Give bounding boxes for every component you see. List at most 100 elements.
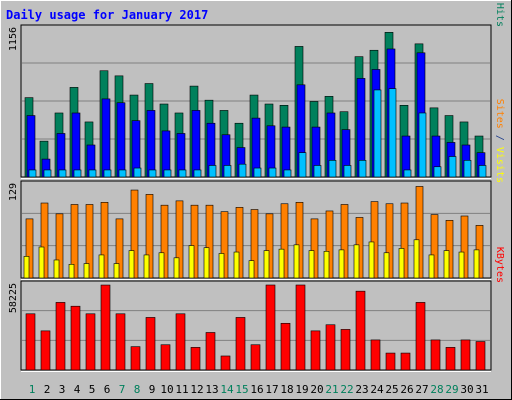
- bar-pages-day-10: [163, 169, 172, 178]
- bar-kbytes-day-29: [445, 347, 456, 371]
- series-kbytes: [25, 284, 486, 371]
- x-tick-label: 5: [89, 383, 96, 396]
- bar-sites-day-4: [68, 264, 75, 279]
- bar-kbytes-day-1: [25, 313, 36, 371]
- bar-sites-day-21: [323, 251, 330, 279]
- bar-kbytes-day-12: [190, 347, 201, 371]
- bar-visits-day-10: [160, 204, 169, 279]
- x-tick-label: 28: [430, 383, 443, 396]
- x-tick-label: 21: [325, 383, 338, 396]
- x-tick-label: 1: [29, 383, 36, 396]
- bar-visits-day-24: [370, 201, 379, 279]
- x-tick-label: 9: [149, 383, 156, 396]
- bar-visits-day-27: [415, 186, 424, 279]
- panel-kbytes: 58225 KBytes: [8, 247, 505, 372]
- bar-sites-day-12: [188, 245, 195, 279]
- bar-pages-day-25: [388, 88, 397, 178]
- bar-kbytes-day-6: [100, 284, 111, 371]
- bar-visits-day-25: [385, 203, 394, 279]
- bar-visits-day-1: [25, 218, 34, 279]
- bar-pages-day-20: [313, 165, 322, 178]
- bar-kbytes-day-30: [460, 339, 471, 371]
- bar-pages-day-15: [238, 163, 247, 178]
- chart-title: Daily usage for January 2017: [6, 8, 208, 22]
- x-tick-label: 14: [220, 383, 234, 396]
- bar-files-day-1: [26, 115, 36, 178]
- panel-kbytes-ymax-label: 58225: [8, 283, 19, 313]
- bar-kbytes-day-31: [475, 341, 486, 371]
- bar-sites-day-2: [38, 246, 45, 279]
- bar-sites-day-22: [338, 249, 345, 279]
- bar-sites-day-6: [98, 254, 105, 279]
- bar-pages-day-6: [103, 169, 112, 178]
- bar-kbytes-day-20: [310, 330, 321, 371]
- bar-pages-day-23: [358, 160, 367, 178]
- x-tick-label: 23: [355, 383, 368, 396]
- bar-sites-day-20: [308, 250, 315, 279]
- x-tick-label: 2: [44, 383, 51, 396]
- bar-visits-day-4: [70, 204, 79, 279]
- bar-sites-day-1: [23, 256, 30, 279]
- bar-kbytes-day-13: [205, 332, 216, 371]
- bar-sites-day-24: [368, 241, 375, 279]
- bar-visits-day-14: [220, 211, 229, 279]
- bar-kbytes-day-23: [355, 290, 366, 371]
- bar-visits-day-20: [310, 218, 319, 279]
- chart-panels: 1156 Pages / Files / Hits 129 Sites / Visit…: [8, 0, 505, 372]
- bar-visits-day-15: [235, 207, 244, 279]
- x-tick-label: 7: [119, 383, 126, 396]
- x-tick-label: 22: [340, 383, 353, 396]
- bar-kbytes-day-21: [325, 324, 336, 371]
- x-tick-label: 12: [190, 383, 203, 396]
- x-tick-label: 10: [160, 383, 173, 396]
- panel-visits-axis-label: Sites / Visits: [494, 99, 505, 183]
- bar-pages-day-2: [43, 169, 52, 178]
- bar-pages-day-27: [418, 112, 427, 178]
- bar-files-day-7: [116, 102, 126, 178]
- bar-pages-day-11: [178, 169, 187, 178]
- x-tick-label: 31: [475, 383, 488, 396]
- bar-files-day-4: [71, 112, 81, 178]
- x-tick-label: 29: [445, 383, 458, 396]
- bar-pages-day-31: [478, 165, 487, 178]
- x-tick-label: 18: [280, 383, 293, 396]
- bar-visits-day-28: [430, 214, 439, 279]
- x-tick-label: 8: [134, 383, 141, 396]
- bar-visits-day-11: [175, 200, 184, 279]
- bar-visits-day-26: [400, 202, 409, 279]
- bar-pages-day-17: [268, 167, 277, 178]
- bar-kbytes-day-9: [145, 317, 156, 371]
- bar-sites-day-9: [143, 254, 150, 279]
- bar-visits-day-5: [85, 204, 94, 279]
- series-sites: [23, 239, 480, 279]
- bar-sites-day-29: [443, 250, 450, 279]
- bar-visits-day-29: [445, 220, 454, 279]
- panel-hits: 1156 Pages / Files / Hits: [8, 0, 505, 179]
- bar-kbytes-day-26: [400, 352, 411, 371]
- bar-kbytes-day-2: [40, 330, 51, 371]
- x-tick-label: 27: [415, 383, 428, 396]
- bar-kbytes-day-25: [385, 352, 396, 371]
- bar-kbytes-day-5: [85, 313, 96, 371]
- x-tick-label: 30: [460, 383, 473, 396]
- bar-kbytes-day-24: [370, 339, 381, 371]
- x-tick-label: 11: [175, 383, 188, 396]
- bar-visits-day-17: [265, 213, 274, 279]
- bar-kbytes-day-17: [265, 284, 276, 371]
- bar-sites-day-14: [218, 253, 225, 279]
- panel-kbytes-axis-label-part: KBytes: [494, 247, 505, 283]
- bar-sites-day-23: [353, 244, 360, 279]
- bar-pages-day-4: [73, 169, 82, 178]
- bar-sites-day-17: [263, 250, 270, 279]
- bar-pages-day-3: [58, 169, 67, 178]
- series-visits: [25, 186, 484, 279]
- bar-sites-day-7: [113, 263, 120, 279]
- panel-hits-axis-label: Pages / Files / Hits: [494, 0, 505, 27]
- panel-visits-ymax-label: 129: [8, 183, 19, 201]
- x-tick-label: 19: [295, 383, 308, 396]
- series-pages: [28, 88, 487, 178]
- bar-sites-day-16: [248, 260, 255, 279]
- x-tick-label: 4: [74, 383, 81, 396]
- bar-sites-day-31: [473, 249, 480, 279]
